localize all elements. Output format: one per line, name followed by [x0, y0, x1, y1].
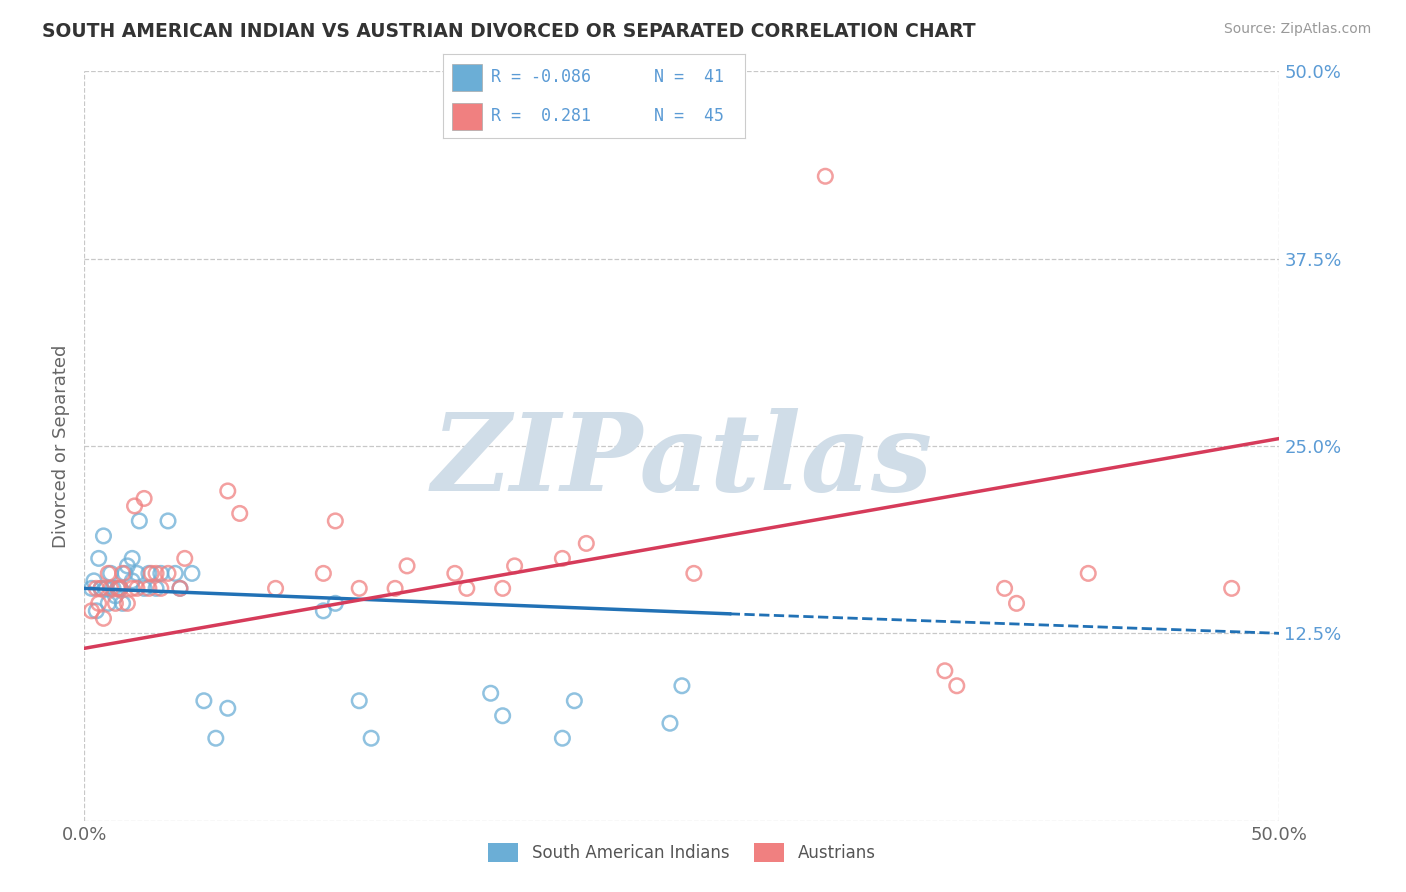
Point — [117, 558, 139, 573]
Point — [551, 731, 574, 746]
Point — [217, 483, 239, 498]
Point — [107, 582, 129, 596]
Point — [110, 582, 132, 596]
Point — [125, 582, 148, 596]
Text: R =  0.281: R = 0.281 — [491, 107, 592, 125]
Point — [575, 536, 598, 550]
Text: R = -0.086: R = -0.086 — [491, 69, 592, 87]
Text: SOUTH AMERICAN INDIAN VS AUSTRIAN DIVORCED OR SEPARATED CORRELATION CHART: SOUTH AMERICAN INDIAN VS AUSTRIAN DIVORC… — [42, 22, 976, 41]
Point — [946, 679, 969, 693]
Point — [814, 169, 837, 184]
Point — [111, 596, 134, 610]
Point — [114, 566, 136, 581]
Point — [94, 582, 117, 596]
Point — [124, 499, 146, 513]
Point — [110, 582, 132, 596]
Point — [456, 582, 478, 596]
Point — [121, 551, 143, 566]
Point — [80, 604, 103, 618]
Point — [349, 694, 371, 708]
Point — [107, 582, 129, 596]
Point — [169, 582, 191, 596]
Point — [659, 716, 682, 731]
Text: ZIPatlas: ZIPatlas — [432, 408, 932, 514]
Point — [138, 566, 160, 581]
Point — [264, 582, 287, 596]
Point — [934, 664, 956, 678]
Point — [492, 708, 515, 723]
Point — [994, 582, 1017, 596]
Point — [100, 582, 122, 596]
Point — [83, 574, 105, 588]
Point — [97, 566, 120, 581]
Point — [564, 694, 586, 708]
Point — [100, 566, 122, 581]
Point — [101, 582, 124, 596]
Point — [1005, 596, 1028, 610]
Point — [551, 551, 574, 566]
Point — [97, 596, 120, 610]
Text: N =  41: N = 41 — [655, 69, 724, 87]
Point — [503, 558, 526, 573]
Point — [325, 596, 347, 610]
Point — [312, 604, 335, 618]
Point — [165, 566, 187, 581]
Point — [86, 604, 108, 618]
Point — [90, 582, 112, 596]
Text: #d0dde8: #d0dde8 — [682, 467, 689, 468]
Text: N =  45: N = 45 — [655, 107, 724, 125]
Point — [312, 566, 335, 581]
Point — [87, 596, 110, 610]
Point — [145, 582, 167, 596]
Point — [138, 582, 160, 596]
Point — [132, 491, 156, 506]
Text: Source: ZipAtlas.com: Source: ZipAtlas.com — [1223, 22, 1371, 37]
Point — [169, 582, 191, 596]
Point — [87, 551, 110, 566]
Point — [384, 582, 406, 596]
Point — [93, 611, 115, 625]
Legend: South American Indians, Austrians: South American Indians, Austrians — [482, 836, 882, 869]
Point — [444, 566, 467, 581]
Point — [360, 731, 382, 746]
Point — [1220, 582, 1243, 596]
Point — [396, 558, 419, 573]
Point — [145, 566, 167, 581]
Point — [683, 566, 706, 581]
Y-axis label: Divorced or Separated: Divorced or Separated — [52, 344, 70, 548]
Point — [104, 589, 127, 603]
Point — [157, 514, 180, 528]
Point — [80, 582, 103, 596]
FancyBboxPatch shape — [451, 63, 482, 91]
Point — [125, 566, 148, 581]
Point — [229, 507, 252, 521]
Point — [111, 566, 134, 581]
Point — [217, 701, 239, 715]
Point — [325, 514, 347, 528]
Point — [492, 582, 515, 596]
Point — [93, 529, 115, 543]
Point — [157, 566, 180, 581]
Point — [149, 582, 172, 596]
Point — [349, 582, 371, 596]
Point — [132, 582, 156, 596]
Point — [121, 582, 143, 596]
Point — [181, 566, 204, 581]
Point — [205, 731, 228, 746]
Point — [479, 686, 502, 700]
Point — [104, 596, 127, 610]
Point — [141, 566, 163, 581]
Point — [671, 679, 693, 693]
Point — [173, 551, 195, 566]
Point — [117, 596, 139, 610]
Point — [1077, 566, 1099, 581]
Point — [128, 514, 150, 528]
Point — [90, 582, 112, 596]
Point — [121, 574, 143, 588]
Point — [193, 694, 215, 708]
FancyBboxPatch shape — [451, 103, 482, 130]
Point — [149, 566, 172, 581]
Point — [86, 582, 108, 596]
